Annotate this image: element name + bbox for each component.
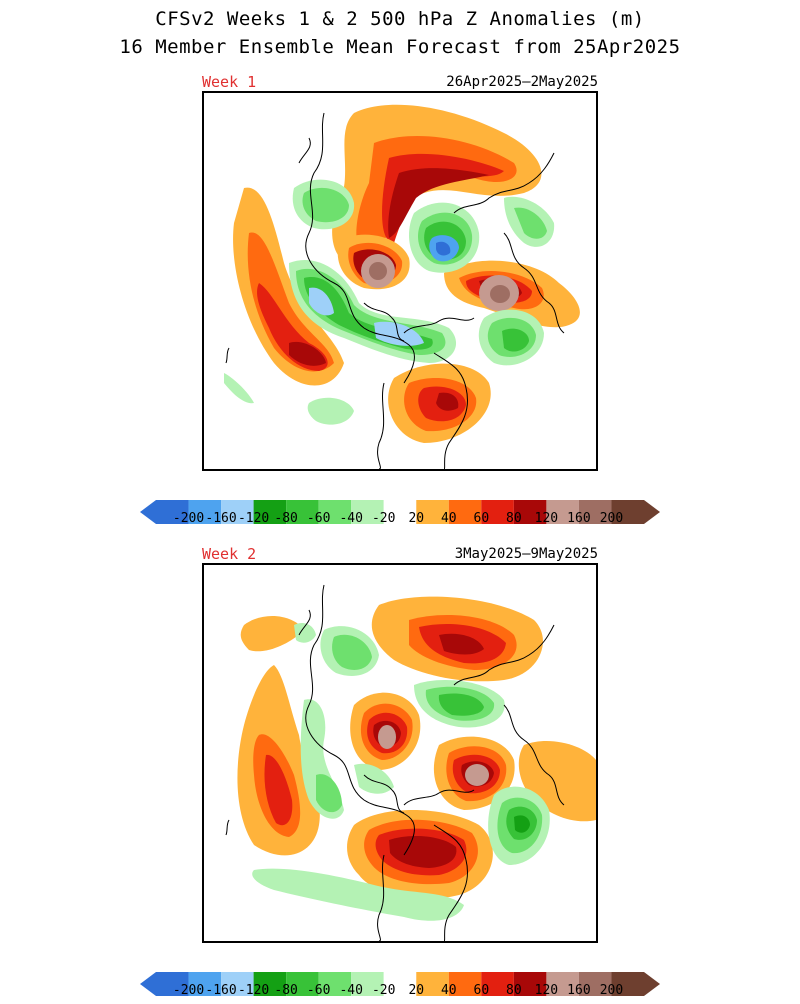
- week2-colorbar-labels: -200 -160 -120 -80 -60 -40 -20 20 40 60 80 120 160 20…: [140, 983, 660, 1001]
- colorbar-tick-label: -200: [172, 511, 205, 526]
- colorbar-tick-label: -40: [339, 511, 363, 526]
- colorbar-tick-label: 60: [473, 983, 490, 998]
- colorbar-extend-left: [140, 500, 156, 524]
- week1-dates: 26Apr2025–2May2025: [446, 74, 598, 90]
- colorbar-swatch: [221, 972, 254, 996]
- colorbar-swatch: [156, 972, 189, 996]
- week2-dates: 3May2025–9May2025: [454, 546, 598, 562]
- week1-colorbar-labels: -200 -160 -120 -80 -60 -40 -20 20 40 60 80 120 160 20…: [140, 511, 660, 529]
- week1-coastlines: [225, 112, 565, 469]
- colorbar-tick-label: 200: [599, 983, 624, 998]
- colorbar-tick-label: 20: [408, 511, 425, 526]
- week1-map: [202, 91, 598, 471]
- week2-colorbar: [140, 972, 660, 996]
- colorbar-swatch: [221, 500, 254, 524]
- colorbar-swatch: [351, 500, 384, 524]
- colorbar-tick-label: 20: [408, 983, 425, 998]
- colorbar-swatch: [546, 972, 579, 996]
- colorbar-tick-label: -200: [172, 983, 205, 998]
- colorbar-tick-label: 60: [473, 511, 490, 526]
- figure-subtitle: 16 Member Ensemble Mean Forecast from 25…: [119, 36, 681, 58]
- colorbar-swatch: [286, 972, 319, 996]
- colorbar-swatch: [318, 500, 352, 524]
- week2-anomaly-field: [225, 584, 596, 941]
- colorbar-swatch: [578, 972, 612, 996]
- colorbar-tick-label: 80: [506, 983, 522, 998]
- colorbar-swatch: [318, 972, 352, 996]
- colorbar-extend-right: [644, 972, 660, 996]
- colorbar-swatch: [351, 972, 384, 996]
- colorbar-tick-label: -120: [237, 983, 270, 998]
- week2-negative-anomalies: [252, 623, 550, 921]
- colorbar-tick-label: 160: [567, 511, 591, 526]
- colorbar-swatch: [611, 972, 644, 996]
- colorbar-swatch: [416, 972, 449, 996]
- colorbar-swatch: [481, 972, 514, 996]
- colorbar-tick-label: -60: [306, 511, 331, 526]
- colorbar-swatch: [448, 972, 482, 996]
- colorbar-tick-label: 120: [534, 983, 559, 998]
- colorbar-swatch: [611, 500, 644, 524]
- week2-coastlines: [225, 584, 565, 941]
- colorbar-swatch: [188, 500, 222, 524]
- colorbar-tick-label: 160: [567, 983, 591, 998]
- week1-colorbar: [140, 500, 660, 524]
- colorbar-tick-label: -160: [205, 983, 237, 998]
- colorbar-tick-label: -80: [274, 511, 298, 526]
- colorbar-swatch: [481, 500, 514, 524]
- colorbar-swatch: [253, 500, 287, 524]
- colorbar-tick-label: -20: [371, 983, 396, 998]
- colorbar-swatch: [578, 500, 612, 524]
- colorbar-swatch: [448, 500, 482, 524]
- colorbar-tick-label: 120: [534, 511, 559, 526]
- colorbar-extend-right: [644, 500, 660, 524]
- week1-positive-anomalies: [224, 104, 580, 443]
- colorbar-tick-label: -80: [274, 983, 298, 998]
- colorbar-tick-label: -40: [339, 983, 363, 998]
- colorbar-swatch: [188, 972, 222, 996]
- colorbar-tick-label: 80: [506, 511, 522, 526]
- week1-label: Week 1: [202, 73, 257, 91]
- colorbar-tick-label: 200: [599, 511, 624, 526]
- colorbar-tick-label: 40: [440, 511, 457, 526]
- week1-anomaly-field: [224, 104, 580, 469]
- colorbar-swatch: [156, 500, 189, 524]
- week2-label: Week 2: [202, 545, 257, 563]
- week1-negative-anomalies: [289, 179, 555, 425]
- colorbar-tick-label: -20: [371, 511, 396, 526]
- colorbar-swatch: [416, 500, 449, 524]
- colorbar-swatch: [383, 500, 417, 524]
- figure-title: CFSv2 Weeks 1 & 2 500 hPa Z Anomalies (m…: [155, 8, 645, 30]
- colorbar-swatch: [513, 500, 547, 524]
- colorbar-tick-label: -60: [306, 983, 331, 998]
- colorbar-tick-label: -120: [237, 511, 270, 526]
- colorbar-tick-label: -160: [205, 511, 237, 526]
- colorbar-swatch: [286, 500, 319, 524]
- colorbar-tick-label: 40: [440, 983, 457, 998]
- colorbar-swatch: [383, 972, 417, 996]
- colorbar-extend-left: [140, 972, 156, 996]
- week2-positive-anomalies: [237, 596, 596, 899]
- colorbar-swatch: [513, 972, 547, 996]
- colorbar-swatch: [546, 500, 579, 524]
- colorbar-swatch: [253, 972, 287, 996]
- week2-map: [202, 563, 598, 943]
